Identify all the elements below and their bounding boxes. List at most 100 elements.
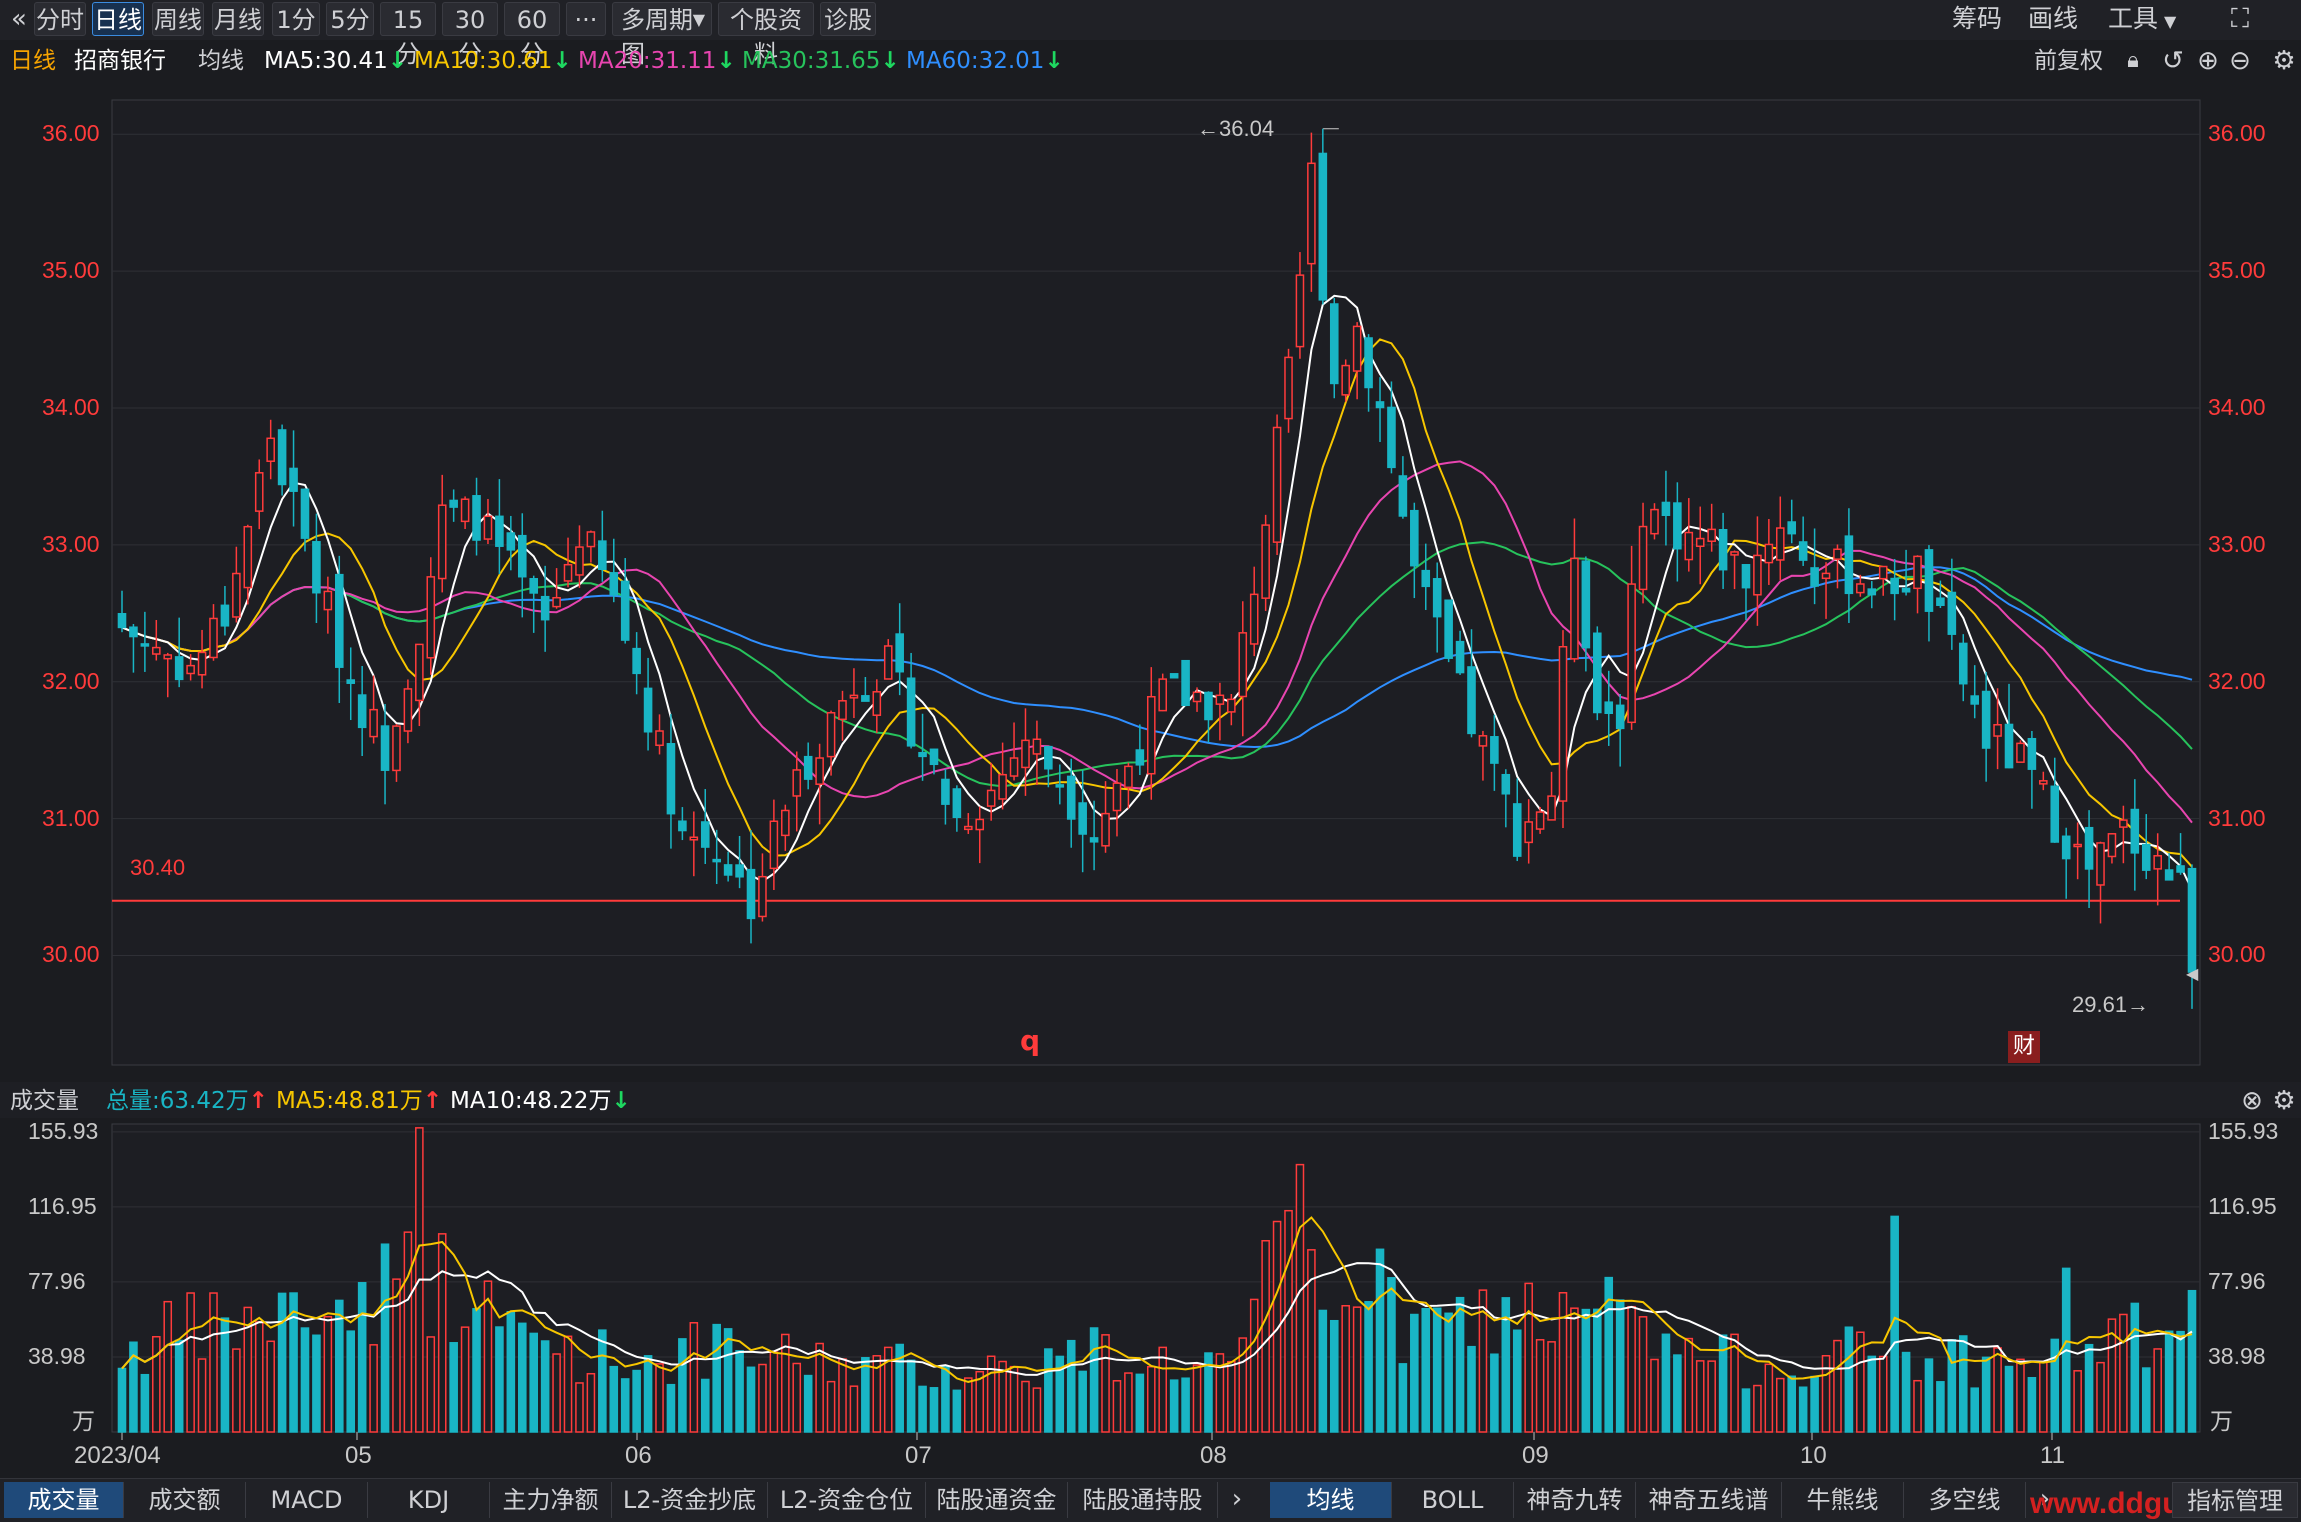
ma-settings-label[interactable]: 均线 — [198, 48, 244, 74]
volume-bar — [700, 1378, 710, 1433]
candle-body — [586, 531, 596, 548]
volume-unit-right: 万 — [2210, 1408, 2233, 1434]
fullscreen-icon[interactable]: ⛶ — [2230, 4, 2250, 34]
chevron-right-icon[interactable]: › — [1231, 1484, 1243, 1514]
more-periods-button[interactable]: ··· — [566, 2, 606, 36]
volume-bar — [861, 1357, 870, 1433]
close-icon[interactable]: ⊗ — [2241, 1086, 2263, 1116]
period-tab-60min[interactable]: 60分 — [504, 2, 560, 68]
tab-magic-five[interactable]: 神奇五线谱 — [1636, 1482, 1782, 1518]
candle-body — [243, 525, 253, 589]
tab-volume[interactable]: 成交量 — [4, 1482, 124, 1518]
tab-long-short[interactable]: 多空线 — [1904, 1482, 2026, 1518]
watermark: www.ddgu — [2030, 1487, 2181, 1520]
candle-body — [758, 875, 767, 918]
chevron-right-icon[interactable]: › — [2039, 1484, 2051, 1514]
tab-magic-nine[interactable]: 神奇九转 — [1514, 1482, 1636, 1518]
tab-main-net[interactable]: 主力净额 — [490, 1482, 612, 1518]
candle-body — [1192, 691, 1202, 703]
volume-bar — [1524, 1282, 1533, 1433]
volume-bar — [254, 1321, 264, 1433]
candle-body — [1936, 597, 1945, 606]
lock-icon[interactable]: 🔒︎ — [2127, 48, 2139, 73]
candle-body — [2050, 785, 2060, 843]
volume-bar — [1044, 1348, 1053, 1433]
volume-bar — [323, 1315, 333, 1433]
candle-body — [380, 725, 390, 771]
candle-body — [1055, 784, 1065, 788]
volume-bar — [392, 1278, 401, 1433]
candle-body — [266, 437, 275, 462]
candle-body — [1112, 782, 1122, 812]
volume-bar — [197, 1358, 207, 1433]
volume-bar — [2164, 1330, 2174, 1433]
period-tab-30min[interactable]: 30分 — [442, 2, 498, 68]
period-tab-weekly[interactable]: 周线 — [152, 2, 204, 36]
tab-ma[interactable]: 均线 — [1270, 1482, 1392, 1518]
zoom-in-icon[interactable]: ⊕ — [2197, 46, 2219, 76]
tab-hk-connect-holding[interactable]: 陆股通持股 — [1068, 1482, 1218, 1518]
price-tick-label-right: 30.00 — [2208, 941, 2266, 968]
event-marker-q[interactable]: q — [1020, 1024, 1041, 1057]
draw-line-button[interactable]: 画线 — [2028, 4, 2079, 33]
gear-icon[interactable]: ⚙ — [2272, 46, 2296, 76]
multi-period-dropdown[interactable]: 多周期图 ▼ — [612, 2, 712, 68]
chips-button[interactable]: 筹码 — [1952, 4, 2003, 33]
tab-macd[interactable]: MACD — [246, 1482, 368, 1518]
zoom-out-icon[interactable]: ⊖ — [2229, 46, 2251, 76]
finance-event-badge[interactable]: 财 — [2008, 1031, 2040, 1063]
candle-body — [1844, 535, 1854, 595]
volume-bar — [1490, 1353, 1499, 1433]
diagnose-button[interactable]: 诊股 — [820, 2, 876, 36]
candle-body — [1089, 837, 1099, 843]
candle-body — [575, 546, 584, 576]
candle-body — [781, 809, 790, 837]
period-tab-monthly[interactable]: 月线 — [212, 2, 264, 36]
tab-l2-position[interactable]: L2-资金仓位 — [768, 1482, 926, 1518]
volume-bar — [1387, 1277, 1396, 1433]
tab-turnover[interactable]: 成交额 — [124, 1482, 246, 1518]
candle-body — [540, 595, 550, 621]
volume-bar — [1444, 1312, 1453, 1433]
volume-bar — [1135, 1373, 1145, 1433]
undo-icon[interactable]: ↺ — [2162, 46, 2184, 76]
candle-body — [1878, 565, 1888, 580]
candle-body — [609, 572, 619, 596]
volume-bar — [1089, 1327, 1099, 1433]
stock-info-button[interactable]: 个股资料 — [718, 2, 814, 68]
tab-boll[interactable]: BOLL — [1392, 1482, 1514, 1518]
tools-button[interactable]: 工具 ▼ — [2108, 2, 2176, 36]
period-tab-daily[interactable]: 日线 — [92, 2, 144, 36]
period-tab-15min[interactable]: 15分 — [380, 2, 436, 68]
tab-l2-bottom[interactable]: L2-资金抄底 — [612, 1482, 768, 1518]
volume-bar — [449, 1342, 458, 1433]
volume-header — [0, 1082, 2301, 1118]
ma30-value: MA30:31.65↓ — [742, 48, 900, 74]
candle-body — [1490, 736, 1499, 764]
tab-bull-bear[interactable]: 牛熊线 — [1782, 1482, 1904, 1518]
double-chevron-left-icon[interactable]: « — [11, 4, 27, 34]
volume-bar — [620, 1378, 630, 1433]
volume-bar — [952, 1389, 962, 1433]
volume-bar — [1638, 1316, 1648, 1433]
volume-title: 成交量 — [10, 1088, 79, 1114]
period-tab-1min[interactable]: 1分 — [272, 2, 320, 36]
tab-hk-connect-fund[interactable]: 陆股通资金 — [926, 1482, 1068, 1518]
period-tab-5min[interactable]: 5分 — [326, 2, 374, 36]
volume-bar — [117, 1367, 127, 1433]
indicator-manage-button[interactable]: 指标管理 — [2172, 1482, 2298, 1518]
volume-bar — [609, 1365, 619, 1433]
candle-body — [1627, 583, 1636, 724]
period-tab-fenshi[interactable]: 分时 — [34, 2, 86, 36]
candle-body — [1181, 659, 1190, 707]
adjust-mode-label[interactable]: 前复权 — [2034, 48, 2103, 74]
volume-bar — [1307, 1249, 1316, 1433]
gear-icon[interactable]: ⚙ — [2272, 1086, 2296, 1116]
volume-bar — [346, 1330, 356, 1433]
candle-body — [426, 576, 436, 659]
tab-kdj[interactable]: KDJ — [368, 1482, 490, 1518]
volume-bar — [380, 1243, 390, 1433]
volume-bar — [1272, 1220, 1282, 1433]
candle-body — [1227, 698, 1236, 713]
